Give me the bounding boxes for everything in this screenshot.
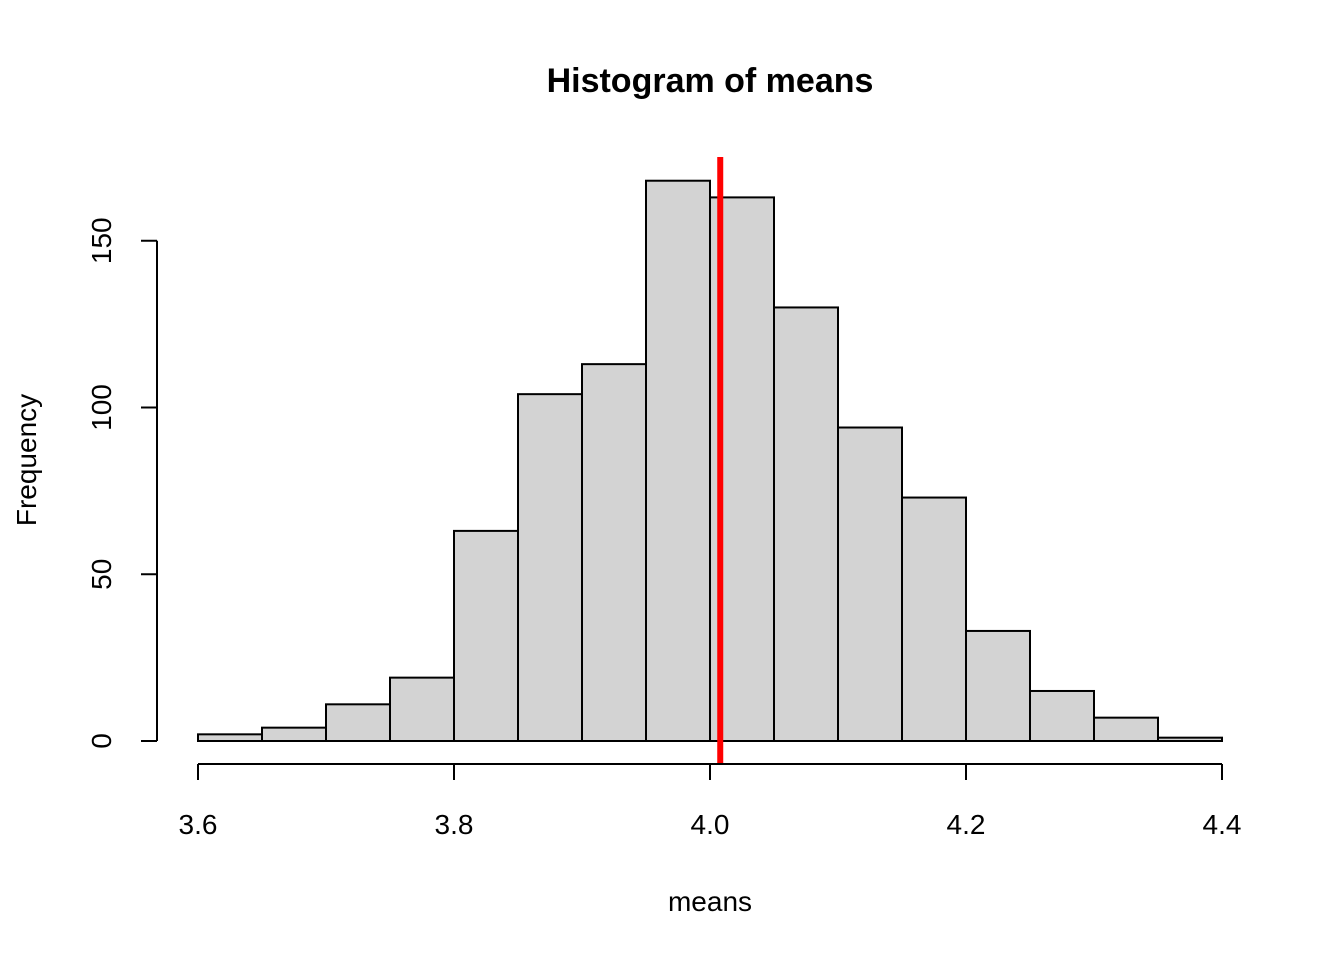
- histogram-bar: [1093, 716, 1159, 743]
- histogram-bar: [325, 703, 391, 743]
- histogram-bar: [773, 306, 839, 742]
- x-tick-label: 4.2: [947, 809, 986, 840]
- histogram-bar: [1157, 736, 1223, 742]
- histogram-bar: [1029, 689, 1095, 742]
- x-tick-label: 3.6: [179, 809, 218, 840]
- histogram-bar: [389, 676, 455, 743]
- histogram-bar: [581, 363, 647, 742]
- histogram-bar: [261, 726, 327, 742]
- chart-title: Histogram of means: [547, 62, 874, 100]
- histogram-bar: [837, 426, 903, 742]
- x-axis-label: means: [668, 886, 752, 917]
- histogram-bar: [965, 629, 1031, 743]
- bars-group: [197, 179, 1223, 743]
- x-axis: 3.6 3.8 4.0 4.2 4.4: [179, 763, 1242, 840]
- histogram-bar: [197, 733, 263, 743]
- histogram-bar: [645, 179, 711, 743]
- y-tick-label: 50: [86, 559, 117, 590]
- histogram-bar: [453, 529, 519, 743]
- x-tick-label: 4.4: [1203, 809, 1242, 840]
- histogram-bar: [901, 496, 967, 743]
- y-tick-label: 150: [86, 217, 117, 264]
- x-tick-label: 3.8: [435, 809, 474, 840]
- x-tick-label: 4.0: [691, 809, 730, 840]
- y-tick-label: 0: [86, 733, 117, 749]
- y-tick-label: 100: [86, 384, 117, 431]
- y-axis: 0 50 100 150: [86, 217, 158, 749]
- y-axis-label: Frequency: [11, 394, 42, 526]
- histogram-bar: [517, 393, 583, 742]
